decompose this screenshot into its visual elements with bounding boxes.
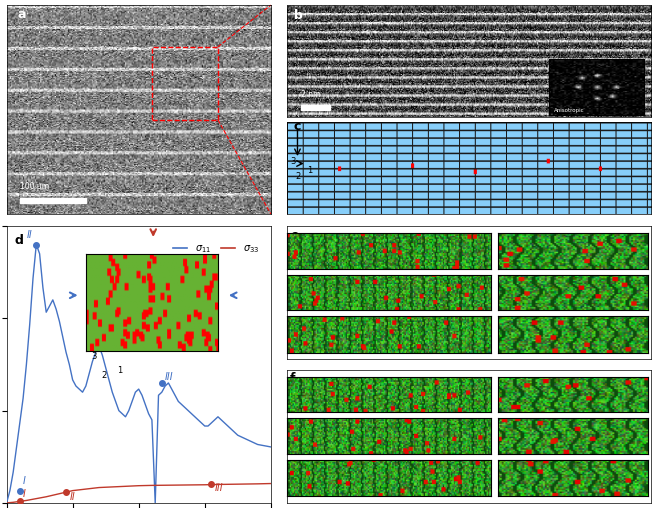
Text: De-wrinkling: De-wrinkling xyxy=(502,235,551,244)
Text: I: I xyxy=(23,489,26,499)
Text: -100: -100 xyxy=(505,345,522,351)
Text: II : $\mathcal{E}$ = 0.08: II : $\mathcal{E}$ = 0.08 xyxy=(290,439,336,450)
Text: III : $\mathcal{E}$ = 0.22: III : $\mathcal{E}$ = 0.22 xyxy=(290,338,338,349)
Text: III: III xyxy=(165,372,174,382)
Text: 3: 3 xyxy=(290,156,295,166)
Text: 100 μm: 100 μm xyxy=(20,182,49,191)
Text: 3: 3 xyxy=(91,352,97,361)
Text: 1: 1 xyxy=(118,366,123,375)
Text: a: a xyxy=(17,8,26,21)
Bar xyxy=(20,198,86,204)
Text: c: c xyxy=(294,119,301,133)
Text: f: f xyxy=(290,372,295,386)
Text: -60: -60 xyxy=(505,489,517,495)
Text: II: II xyxy=(69,492,75,502)
Text: d: d xyxy=(14,234,24,247)
Text: 50 GPa: 50 GPa xyxy=(611,345,636,351)
Text: I : $\mathcal{E}$ = 0.02: I : $\mathcal{E}$ = 0.02 xyxy=(290,255,334,265)
Text: III: III xyxy=(215,483,223,493)
Bar xyxy=(301,105,330,110)
Text: 2: 2 xyxy=(295,172,301,181)
Text: II : $\mathcal{E}$ = 0.07: II : $\mathcal{E}$ = 0.07 xyxy=(290,296,336,306)
Text: b: b xyxy=(294,9,303,21)
Bar xyxy=(152,47,218,120)
Text: e: e xyxy=(290,229,299,242)
Text: 1: 1 xyxy=(307,166,312,175)
Text: Deformation concentration: Deformation concentration xyxy=(502,275,605,284)
Text: I: I xyxy=(23,477,26,487)
Text: 2: 2 xyxy=(102,371,107,380)
Text: 30 GPa: 30 GPa xyxy=(611,489,636,495)
Text: I : $\mathcal{E}$ = 0.02: I : $\mathcal{E}$ = 0.02 xyxy=(290,398,334,409)
Text: Stick-slip motion: Stick-slip motion xyxy=(502,419,566,428)
Text: II: II xyxy=(26,230,32,240)
Text: 2 nm: 2 nm xyxy=(301,90,320,99)
Legend: $\sigma_{11}$, $\sigma_{33}$: $\sigma_{11}$, $\sigma_{33}$ xyxy=(168,239,263,259)
Text: III : $\mathcal{E}$ = 0.32: III : $\mathcal{E}$ = 0.32 xyxy=(290,482,338,493)
